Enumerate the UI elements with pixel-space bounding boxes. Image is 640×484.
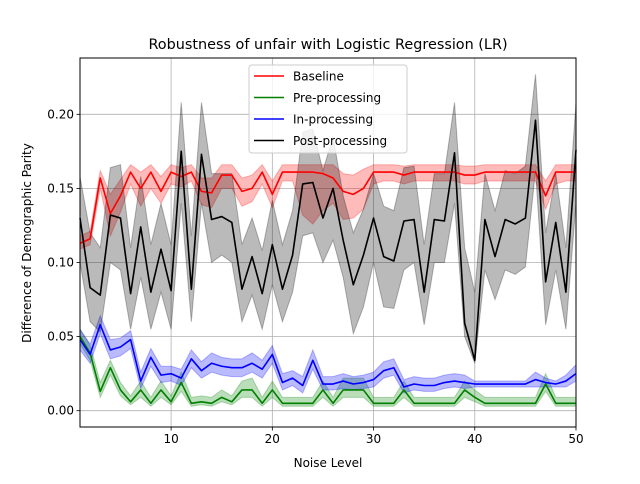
post-processing-line xyxy=(79,119,577,362)
pre-processing-line xyxy=(79,336,576,405)
legend-label-baseline: Baseline xyxy=(293,70,344,84)
x-axis-ticks: 10 20 30 40 50 xyxy=(163,427,584,446)
x-tick-label: 30 xyxy=(366,432,381,446)
y-tick-label: 0.15 xyxy=(47,181,74,195)
legend-label-pre-processing: Pre-processing xyxy=(293,91,381,105)
legend-box xyxy=(248,64,408,154)
x-tick-label: 40 xyxy=(467,432,482,446)
legend: Baseline Pre-processing In-processing Post-… xyxy=(248,64,408,154)
series-lines xyxy=(79,119,577,405)
x-tick-label: 50 xyxy=(568,432,583,446)
plot-frame xyxy=(79,57,577,428)
y-axis-label: Difference of Demographic Parity xyxy=(20,143,34,343)
chart-title: Robustness of unfair with Logistic Regre… xyxy=(148,37,507,53)
in-processing-line xyxy=(79,323,577,388)
legend-label-post-processing: Post-processing xyxy=(293,134,387,148)
y-tick-label: 0.20 xyxy=(47,107,74,121)
y-tick-label: 0.10 xyxy=(47,256,74,270)
x-tick-label: 20 xyxy=(265,432,280,446)
in-processing-band xyxy=(79,314,577,394)
y-tick-label: 0.00 xyxy=(47,404,74,418)
x-tick-label: 10 xyxy=(163,432,178,446)
y-tick-label: 0.05 xyxy=(47,330,74,344)
y-axis-ticks: 0.00 0.05 0.10 0.15 0.20 xyxy=(47,107,80,418)
x-axis-label: Noise Level xyxy=(294,456,363,470)
baseline-line xyxy=(79,171,576,244)
legend-label-in-processing: In-processing xyxy=(293,113,373,127)
